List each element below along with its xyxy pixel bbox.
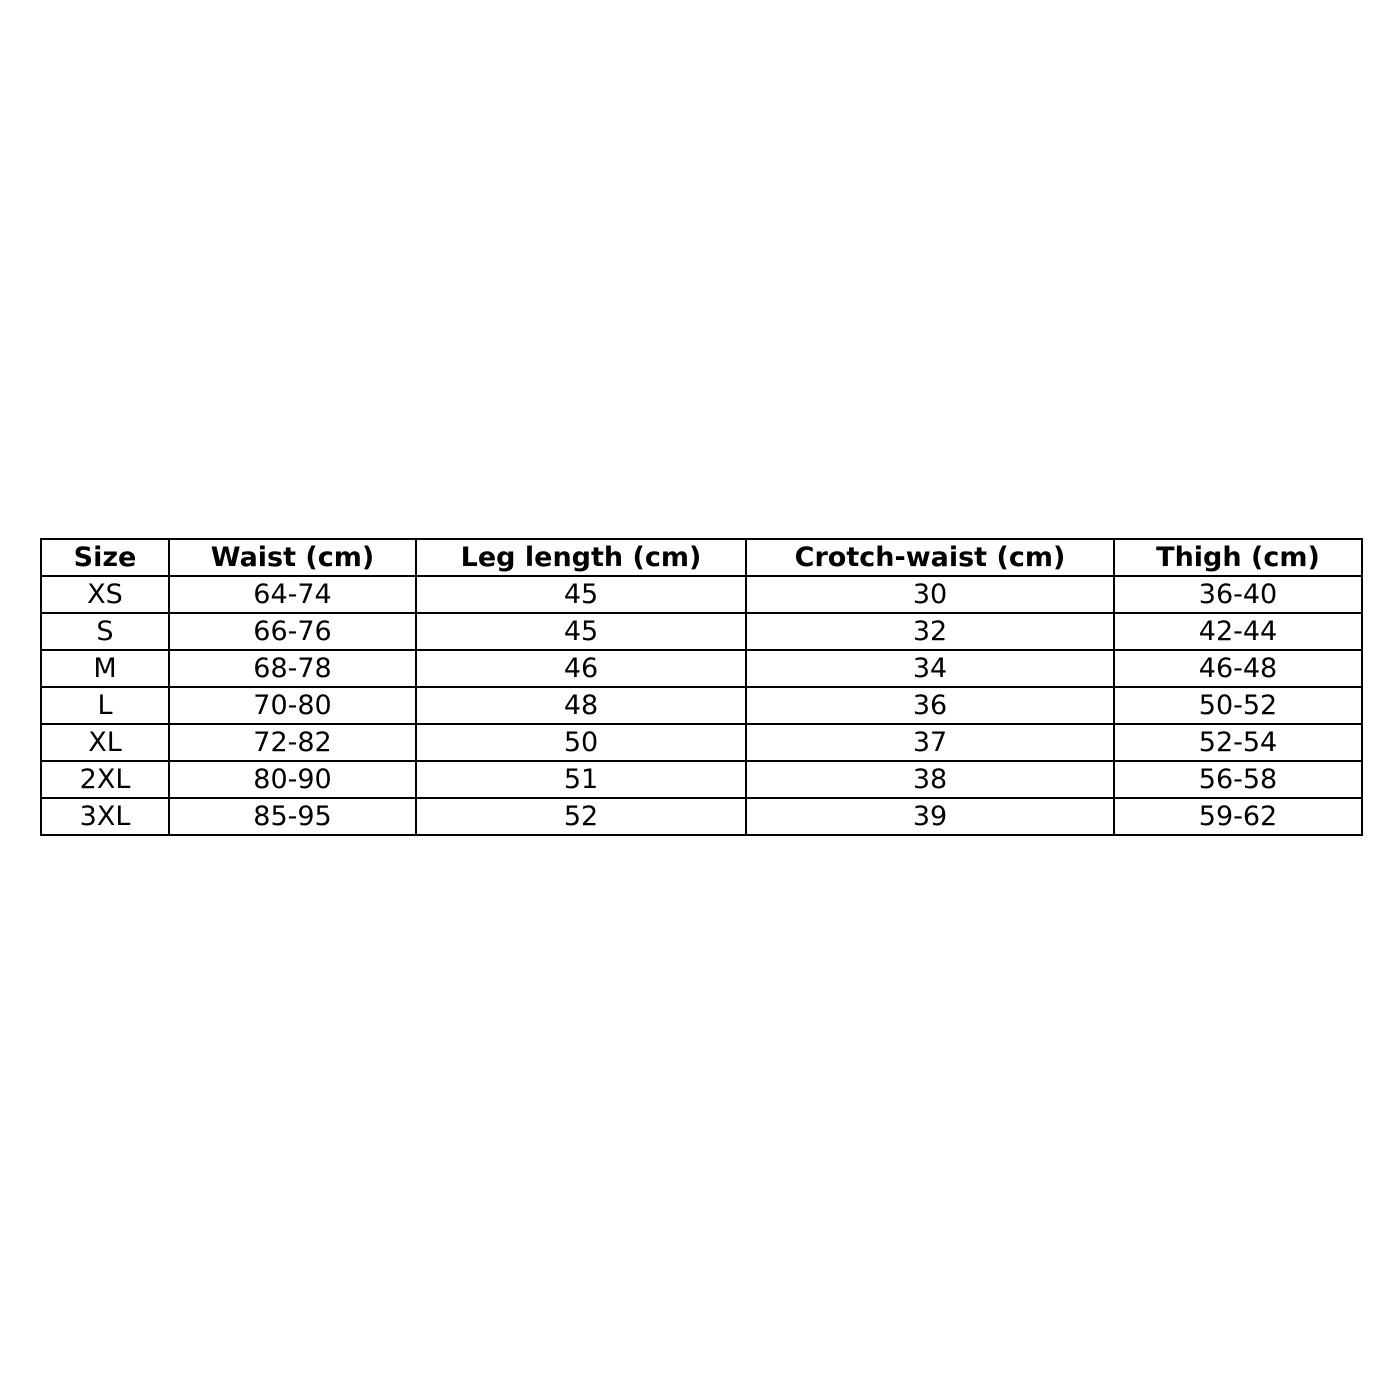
table-cell: 50-52 [1113, 686, 1363, 725]
table-cell: 46-48 [1113, 649, 1363, 688]
table-cell: XL [40, 723, 170, 762]
column-header: Waist (cm) [168, 538, 417, 577]
table-cell: 59-62 [1113, 797, 1363, 836]
table-cell: 64-74 [168, 575, 417, 614]
table-row: 3XL 85-95 52 39 59-62 [40, 797, 1363, 836]
table-cell: 2XL [40, 760, 170, 799]
table-cell: 66-76 [168, 612, 417, 651]
table-cell: 45 [415, 612, 747, 651]
header-row: Size Waist (cm) Leg length (cm) Crotch-wais… [40, 538, 1363, 577]
column-header: Leg length (cm) [415, 538, 747, 577]
size-chart-table: Size Waist (cm) Leg length (cm) Crotch-wais… [40, 538, 1363, 836]
table-cell: 68-78 [168, 649, 417, 688]
table-body: XS 64-74 45 30 36-40 S 66-76 45 32 42-44 M 68-78 46 3… [40, 575, 1363, 836]
table-cell: 70-80 [168, 686, 417, 725]
column-header: Size [40, 538, 170, 577]
table-cell: 36-40 [1113, 575, 1363, 614]
table-cell: 52 [415, 797, 747, 836]
table-cell: 38 [745, 760, 1115, 799]
table-cell: 50 [415, 723, 747, 762]
table-row: L 70-80 48 36 50-52 [40, 686, 1363, 725]
table-cell: 80-90 [168, 760, 417, 799]
table-cell: M [40, 649, 170, 688]
table-cell: 32 [745, 612, 1115, 651]
table-cell: 42-44 [1113, 612, 1363, 651]
table-row: XL 72-82 50 37 52-54 [40, 723, 1363, 762]
table-cell: 45 [415, 575, 747, 614]
table-cell: 36 [745, 686, 1115, 725]
table-row: 2XL 80-90 51 38 56-58 [40, 760, 1363, 799]
table-header: Size Waist (cm) Leg length (cm) Crotch-wais… [40, 538, 1363, 577]
table-cell: 56-58 [1113, 760, 1363, 799]
column-header: Thigh (cm) [1113, 538, 1363, 577]
table-cell: 37 [745, 723, 1115, 762]
table-cell: XS [40, 575, 170, 614]
table-cell: 3XL [40, 797, 170, 836]
table-cell: 46 [415, 649, 747, 688]
table-cell: 30 [745, 575, 1115, 614]
table-row: XS 64-74 45 30 36-40 [40, 575, 1363, 614]
table-cell: 85-95 [168, 797, 417, 836]
table-cell: 39 [745, 797, 1115, 836]
table-cell: L [40, 686, 170, 725]
table-row: M 68-78 46 34 46-48 [40, 649, 1363, 688]
table-cell: 72-82 [168, 723, 417, 762]
table-row: S 66-76 45 32 42-44 [40, 612, 1363, 651]
table-cell: 51 [415, 760, 747, 799]
table-cell: 48 [415, 686, 747, 725]
table-cell: S [40, 612, 170, 651]
column-header: Crotch-waist (cm) [745, 538, 1115, 577]
table-cell: 52-54 [1113, 723, 1363, 762]
table-cell: 34 [745, 649, 1115, 688]
